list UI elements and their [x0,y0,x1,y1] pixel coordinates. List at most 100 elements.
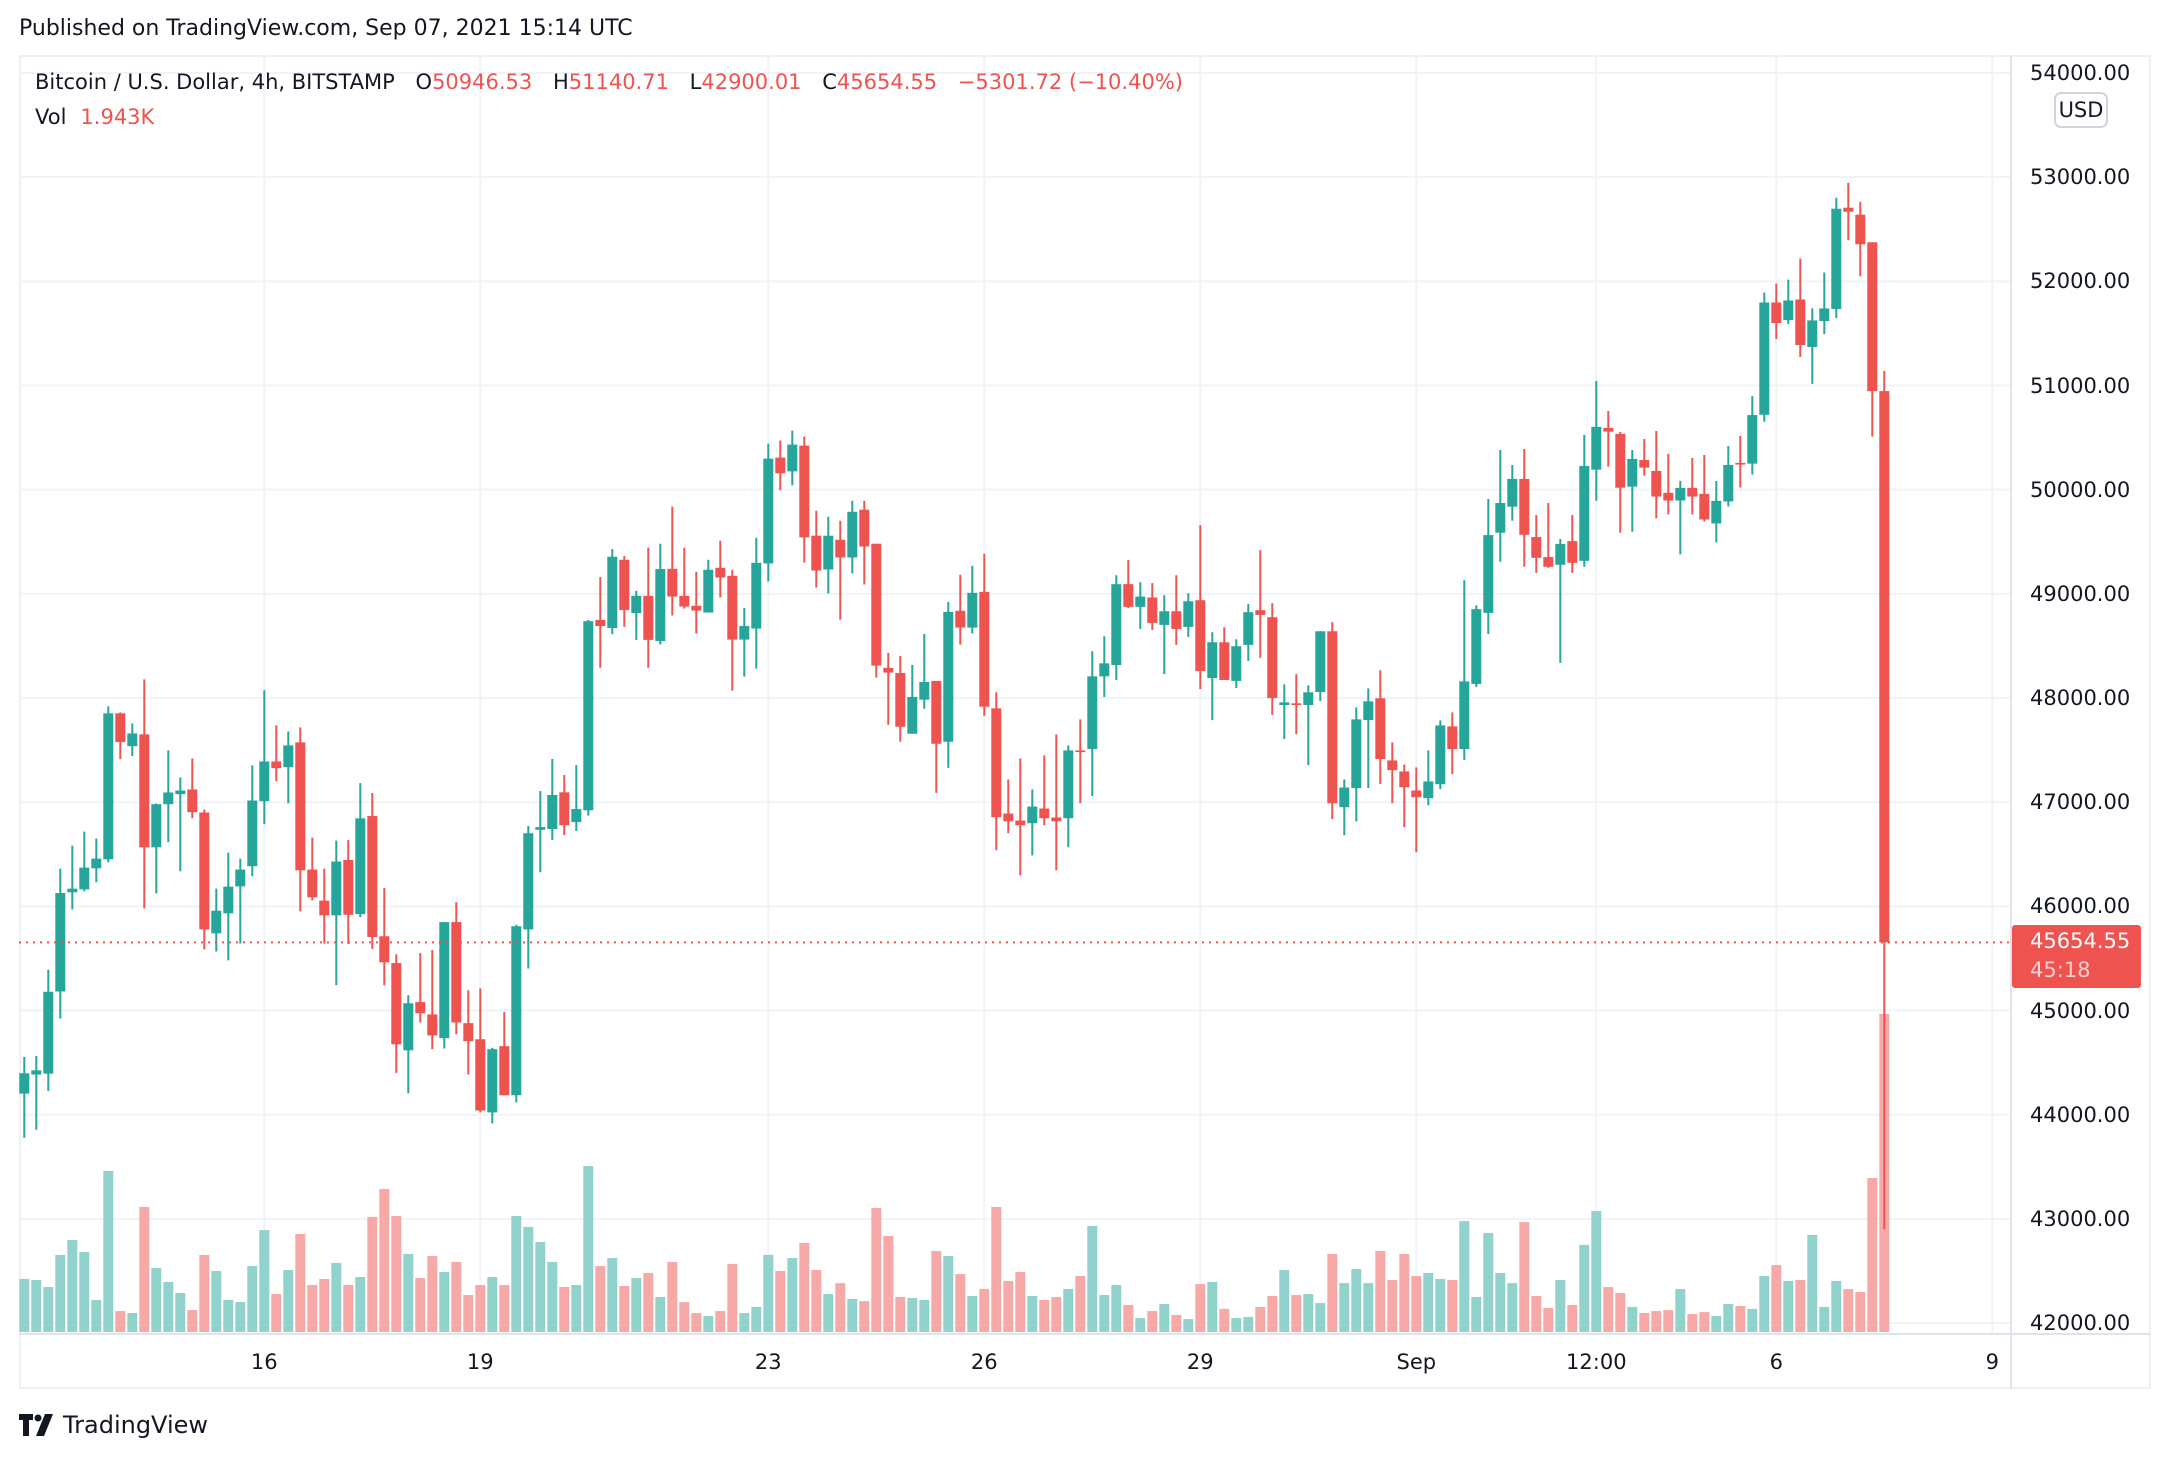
candle-body [1531,537,1542,558]
candle-body [931,680,942,744]
candle-body [247,800,258,867]
volume-bar [1675,1288,1686,1332]
candle-body [1495,503,1506,533]
volume-bar [1099,1295,1110,1332]
candle-body [55,893,66,992]
volume-bar [1435,1278,1446,1332]
candle-body [475,1039,486,1111]
volume-bar [655,1296,666,1332]
volume-bar [235,1302,246,1332]
volume-bar [31,1279,42,1332]
volume-bar [1819,1306,1830,1332]
volume-bar [1591,1211,1602,1332]
candle-body [835,539,846,558]
volume-bar [427,1256,438,1332]
published-caption: Published on TradingView.com, Sep 07, 20… [19,16,633,41]
volume-bar [367,1216,378,1332]
candle-body [1207,642,1218,679]
volume-bar [1303,1294,1314,1332]
price-tick-label: 53000.00 [2030,165,2131,190]
candle-body [895,673,906,727]
candle-body [1507,478,1518,507]
volume-bar [907,1297,918,1332]
price-tick-label: 50000.00 [2030,477,2131,502]
candle-body [775,457,786,474]
time-tick-label: 29 [1186,1350,1214,1374]
volume-bar [1783,1280,1794,1332]
volume-bar [607,1258,618,1332]
candle-body [343,860,354,915]
volume-bar [775,1270,786,1332]
volume-bar [43,1286,54,1332]
candle-body [1315,631,1326,692]
candle-body [307,869,318,898]
candle-body [739,625,750,640]
volume-bar [391,1215,402,1332]
candle-body [1075,750,1086,753]
candle-body [679,595,690,607]
price-tick-label: 52000.00 [2030,269,2131,294]
candle-body [787,444,798,472]
candle-body [319,900,330,916]
volume-bar [523,1226,534,1332]
candle-body [355,818,366,915]
candle-body [1339,787,1350,808]
candle-body [1051,817,1062,822]
grid-lines [19,55,2011,1334]
volume-bar [451,1261,462,1332]
candle-body [115,713,126,743]
change-value: −5301.72 (−10.40%) [957,70,1183,94]
volume-bar [343,1285,354,1332]
volume-bar [271,1294,282,1332]
candle-body [1135,596,1146,607]
price-tick-label: 44000.00 [2030,1102,2131,1127]
candle-body [1711,500,1722,524]
volume-bar [1327,1253,1338,1332]
candle-body [763,458,774,564]
volume-bar [151,1268,162,1332]
close-label: C [822,70,837,94]
volume-bar [931,1250,942,1332]
volume-bar [1627,1306,1638,1332]
candle-body [1099,663,1110,677]
volume-bar [319,1278,330,1332]
currency-button[interactable]: USD [2054,92,2108,128]
candle-body [799,445,810,538]
volume-bar [115,1311,126,1332]
candle-body [403,1003,414,1051]
volume-bar [823,1294,834,1332]
tradingview-logo[interactable]: TradingView [19,1410,208,1440]
price-tick-label: 46000.00 [2030,894,2131,919]
volume-bar [991,1206,1002,1332]
volume-bar [1375,1250,1386,1332]
volume-bar [643,1272,654,1332]
candle-body [91,858,102,869]
price-tick-label: 54000.00 [2030,61,2131,85]
candle-body [1411,790,1422,798]
volume-bar [1015,1271,1026,1332]
candle-body [1267,617,1278,699]
volume-bar [727,1263,738,1332]
candle-body [1147,597,1158,623]
candle-body [187,789,198,813]
candle-body [1783,300,1794,321]
volume-bar [1219,1308,1230,1332]
candle-body [379,936,390,963]
volume-bar [1735,1305,1746,1332]
candle-body [1687,487,1698,497]
candle-body [619,559,630,610]
volume-bar [1279,1269,1290,1332]
volume-bar [1867,1177,1878,1332]
candle-body [1303,692,1314,705]
volume-bar [703,1315,714,1332]
volume-bar [1135,1317,1146,1332]
volume-bar [1267,1295,1278,1332]
candle-body [571,809,582,823]
symbol-title[interactable]: Bitcoin / U.S. Dollar, 4h, BITSTAMP [35,70,395,94]
volume-bar [247,1266,258,1332]
price-tick-label: 45000.00 [2030,998,2131,1023]
volume-bar [1183,1319,1194,1332]
volume-label[interactable]: Vol [35,105,67,129]
candle-body [163,792,174,805]
